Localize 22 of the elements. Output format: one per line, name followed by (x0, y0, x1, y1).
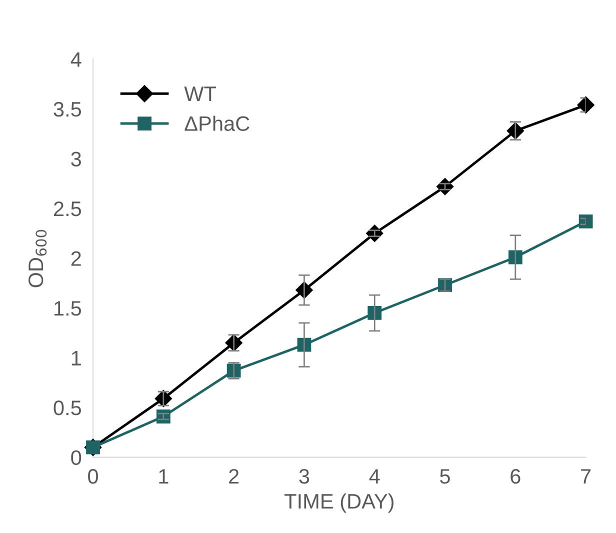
x-tick-label: 0 (88, 468, 98, 484)
x-tick-label: 5 (440, 469, 450, 484)
y-tick-label: 3 (71, 152, 81, 166)
y-tick-label: 0 (71, 450, 82, 466)
y-tick-label: 1.5 (54, 301, 82, 316)
x-tick-label: 1 (159, 469, 168, 484)
x-tick-label: 3 (299, 468, 310, 484)
point (577, 96, 594, 114)
legend-label: ΔPhaC (184, 116, 250, 132)
y-tick-label: 4 (70, 52, 82, 67)
y-axis-title: OD$_{600}$ (28, 230, 47, 288)
x-axis-title: TIME (DAY) (284, 493, 394, 513)
legend-label: WT (184, 86, 216, 101)
x-tick-label: 6 (510, 468, 520, 484)
y-tick-label: 1 (72, 350, 81, 366)
x-tick-label: 7 (581, 469, 591, 484)
y-tick-label: 2 (71, 251, 81, 266)
y-tick-label: 0.5 (54, 400, 82, 416)
y-tick-label: 2.5 (54, 201, 82, 216)
x-tick-label: 4 (369, 469, 380, 484)
x-tick-label: 2 (229, 468, 239, 484)
y-tick-label: 3.5 (54, 102, 82, 117)
